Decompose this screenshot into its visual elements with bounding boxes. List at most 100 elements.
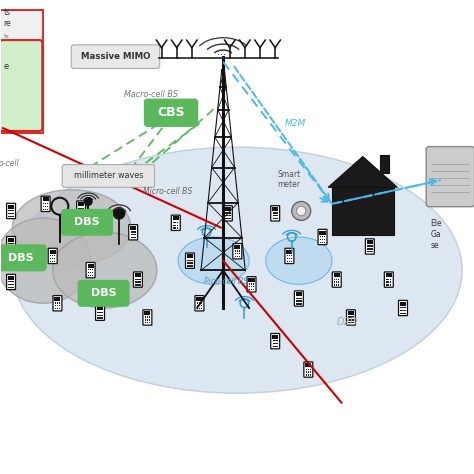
Bar	[50, 255, 51, 256]
Bar	[12, 249, 14, 250]
Bar	[47, 203, 48, 204]
Bar	[369, 251, 371, 253]
FancyBboxPatch shape	[62, 164, 155, 187]
Bar	[350, 322, 352, 323]
Bar	[273, 212, 274, 214]
Bar	[371, 251, 373, 253]
Bar	[45, 203, 46, 204]
Bar	[286, 249, 292, 254]
Bar	[79, 213, 80, 215]
Text: re: re	[3, 19, 11, 28]
Bar	[45, 206, 46, 207]
Bar	[47, 209, 48, 210]
Bar	[175, 228, 176, 229]
FancyBboxPatch shape	[223, 206, 232, 221]
Bar	[196, 297, 202, 301]
Bar	[338, 282, 339, 283]
Bar	[10, 246, 12, 247]
Bar	[296, 298, 298, 299]
Bar	[50, 249, 56, 254]
Bar	[137, 284, 138, 286]
Bar	[238, 256, 240, 257]
Bar	[92, 275, 93, 276]
Bar	[322, 242, 323, 243]
Bar	[298, 303, 300, 304]
Bar	[135, 279, 137, 280]
Bar	[146, 319, 148, 320]
Bar	[390, 284, 392, 286]
Bar	[173, 225, 174, 226]
Bar	[237, 250, 238, 252]
Bar	[173, 222, 174, 223]
Bar	[300, 303, 301, 304]
Bar	[291, 261, 292, 262]
Bar	[238, 253, 240, 255]
Bar	[187, 254, 193, 258]
Bar	[145, 322, 146, 323]
Bar	[402, 310, 404, 311]
Bar	[191, 265, 192, 267]
Bar	[404, 313, 406, 314]
Bar	[276, 343, 278, 344]
Bar	[12, 284, 14, 285]
Bar	[88, 264, 94, 268]
Bar	[47, 206, 48, 207]
Bar	[253, 289, 254, 290]
FancyBboxPatch shape	[318, 229, 327, 245]
FancyBboxPatch shape	[171, 215, 180, 230]
Bar	[334, 279, 336, 280]
Bar	[88, 272, 89, 273]
Bar	[135, 231, 136, 233]
Bar	[54, 261, 55, 262]
Bar	[350, 317, 352, 318]
Bar	[251, 283, 252, 285]
Bar	[139, 284, 141, 286]
Bar	[135, 234, 136, 236]
Bar	[173, 217, 179, 220]
Bar	[201, 305, 202, 306]
Bar	[386, 284, 388, 286]
Bar	[101, 318, 103, 319]
Bar	[352, 317, 354, 318]
Bar	[191, 263, 192, 264]
Bar	[402, 313, 404, 314]
FancyBboxPatch shape	[143, 310, 152, 325]
Bar	[12, 210, 14, 211]
Bar	[273, 215, 274, 217]
Bar	[8, 205, 14, 209]
Bar	[249, 283, 250, 285]
Bar	[296, 292, 302, 296]
Bar	[10, 281, 12, 283]
Bar	[97, 315, 99, 316]
Bar	[320, 236, 321, 237]
Bar	[9, 210, 10, 211]
Bar	[306, 374, 307, 375]
Bar	[348, 319, 350, 320]
Bar	[50, 261, 51, 262]
Bar	[130, 231, 132, 233]
Bar	[388, 282, 390, 283]
Bar	[237, 253, 238, 255]
Bar	[173, 228, 174, 229]
Bar	[367, 240, 373, 244]
Bar	[101, 315, 103, 316]
Bar	[0, 10, 43, 133]
Bar	[229, 215, 230, 217]
FancyBboxPatch shape	[86, 263, 95, 278]
Bar	[9, 213, 10, 214]
Bar	[334, 284, 336, 286]
Bar	[400, 301, 406, 306]
Bar	[9, 249, 10, 250]
FancyBboxPatch shape	[271, 334, 280, 349]
Bar	[235, 253, 236, 255]
Bar	[12, 216, 14, 217]
Bar	[388, 279, 390, 280]
Bar	[97, 306, 103, 310]
Bar	[390, 279, 392, 280]
Bar	[201, 302, 202, 303]
Bar	[350, 319, 352, 320]
Text: Smart
meter: Smart meter	[278, 170, 301, 189]
Bar	[289, 261, 290, 262]
Bar	[187, 263, 189, 264]
Bar	[320, 239, 321, 240]
